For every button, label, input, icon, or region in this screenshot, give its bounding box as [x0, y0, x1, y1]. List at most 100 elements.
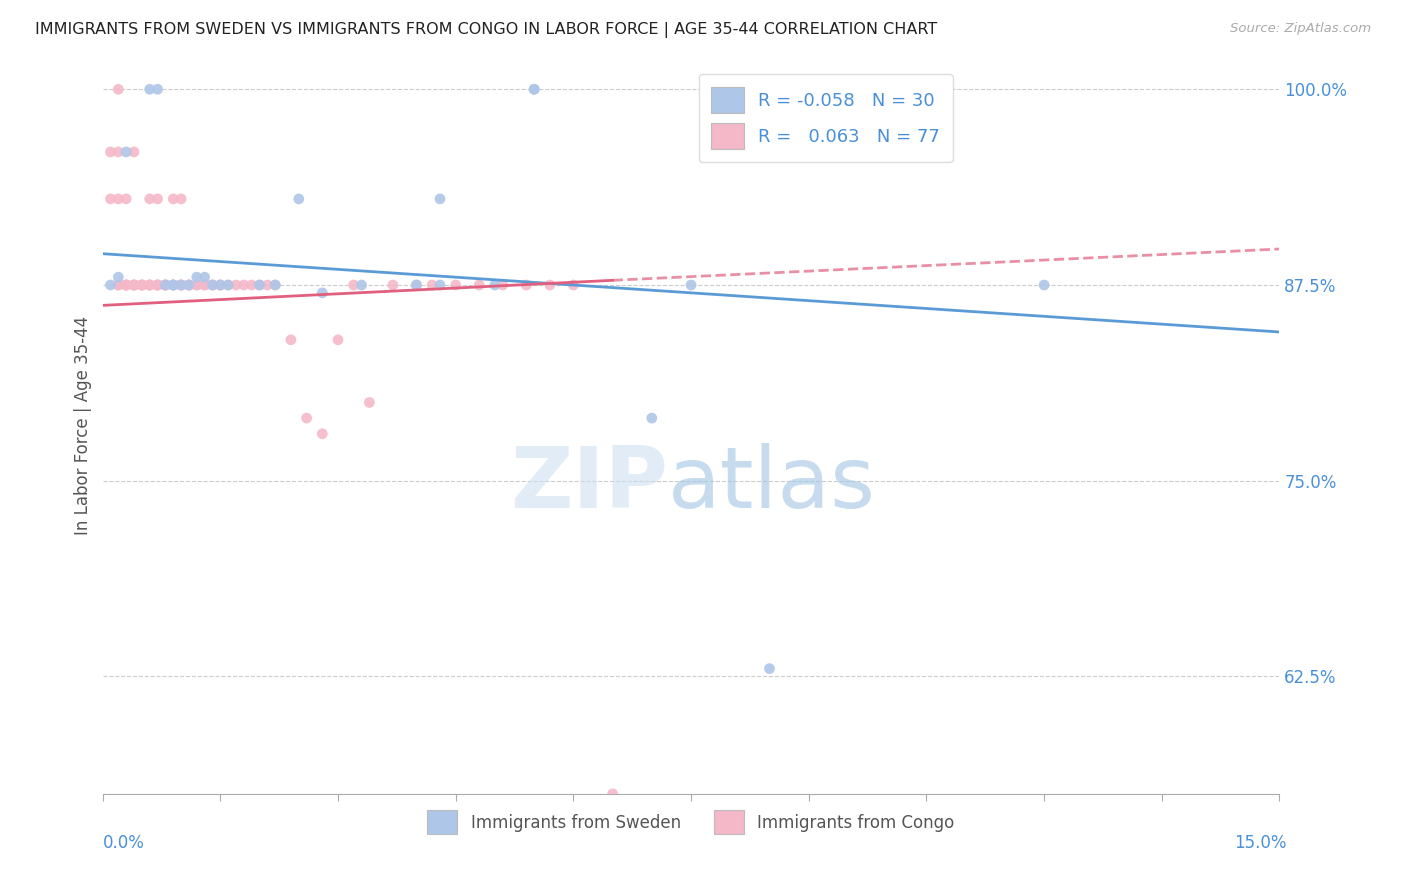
- Point: [131, 278, 153, 293]
- Point: [758, 662, 780, 676]
- Text: ZIP: ZIP: [510, 443, 668, 526]
- Point: [155, 278, 177, 293]
- Point: [170, 278, 193, 293]
- Point: [122, 278, 145, 293]
- Point: [146, 278, 169, 293]
- Point: [107, 278, 129, 293]
- Point: [381, 278, 404, 293]
- Point: [256, 278, 278, 293]
- Point: [122, 145, 145, 159]
- Point: [194, 270, 217, 285]
- Point: [311, 285, 333, 300]
- Point: [217, 278, 239, 293]
- Point: [100, 192, 122, 206]
- Point: [162, 278, 184, 293]
- Point: [177, 278, 200, 293]
- Point: [162, 278, 184, 293]
- Point: [107, 278, 129, 293]
- Point: [138, 278, 160, 293]
- Point: [146, 278, 169, 293]
- Point: [107, 192, 129, 206]
- Point: [240, 278, 263, 293]
- Point: [170, 278, 193, 293]
- Point: [155, 278, 177, 293]
- Point: [107, 145, 129, 159]
- Point: [280, 333, 302, 347]
- Y-axis label: In Labor Force | Age 35-44: In Labor Force | Age 35-44: [73, 317, 91, 535]
- Point: [138, 278, 160, 293]
- Point: [288, 192, 311, 206]
- Point: [562, 278, 585, 293]
- Point: [515, 278, 537, 293]
- Point: [162, 192, 184, 206]
- Point: [186, 278, 208, 293]
- Point: [429, 278, 451, 293]
- Point: [146, 278, 169, 293]
- Point: [146, 82, 169, 96]
- Point: [209, 278, 232, 293]
- Point: [225, 278, 247, 293]
- Point: [146, 278, 169, 293]
- Point: [523, 82, 546, 96]
- Point: [131, 278, 153, 293]
- Point: [155, 278, 177, 293]
- Point: [311, 426, 333, 441]
- Point: [162, 278, 184, 293]
- Point: [138, 192, 160, 206]
- Legend: Immigrants from Sweden, Immigrants from Congo: Immigrants from Sweden, Immigrants from …: [420, 804, 962, 841]
- Point: [107, 82, 129, 96]
- Point: [155, 278, 177, 293]
- Point: [115, 278, 138, 293]
- Point: [523, 82, 546, 96]
- Text: Source: ZipAtlas.com: Source: ZipAtlas.com: [1230, 22, 1371, 36]
- Point: [194, 278, 217, 293]
- Point: [170, 278, 193, 293]
- Point: [444, 278, 467, 293]
- Point: [115, 278, 138, 293]
- Point: [162, 278, 184, 293]
- Point: [492, 278, 515, 293]
- Point: [170, 192, 193, 206]
- Point: [186, 270, 208, 285]
- Point: [295, 411, 318, 425]
- Point: [100, 278, 122, 293]
- Point: [155, 278, 177, 293]
- Point: [138, 278, 160, 293]
- Point: [249, 278, 271, 293]
- Point: [201, 278, 224, 293]
- Point: [350, 278, 373, 293]
- Point: [249, 278, 271, 293]
- Point: [177, 278, 200, 293]
- Point: [484, 278, 506, 293]
- Point: [186, 278, 208, 293]
- Point: [122, 278, 145, 293]
- Point: [122, 278, 145, 293]
- Point: [201, 278, 224, 293]
- Point: [115, 278, 138, 293]
- Text: 15.0%: 15.0%: [1234, 834, 1286, 852]
- Point: [100, 145, 122, 159]
- Point: [405, 278, 427, 293]
- Point: [162, 278, 184, 293]
- Point: [115, 145, 138, 159]
- Point: [217, 278, 239, 293]
- Point: [264, 278, 287, 293]
- Point: [177, 278, 200, 293]
- Point: [681, 278, 703, 293]
- Point: [641, 411, 664, 425]
- Point: [429, 192, 451, 206]
- Point: [201, 278, 224, 293]
- Point: [138, 278, 160, 293]
- Point: [359, 395, 381, 409]
- Point: [420, 278, 443, 293]
- Point: [107, 270, 129, 285]
- Point: [170, 278, 193, 293]
- Point: [405, 278, 427, 293]
- Point: [468, 278, 491, 293]
- Point: [115, 278, 138, 293]
- Point: [326, 333, 349, 347]
- Point: [343, 278, 366, 293]
- Point: [232, 278, 254, 293]
- Point: [264, 278, 287, 293]
- Text: atlas: atlas: [668, 443, 876, 526]
